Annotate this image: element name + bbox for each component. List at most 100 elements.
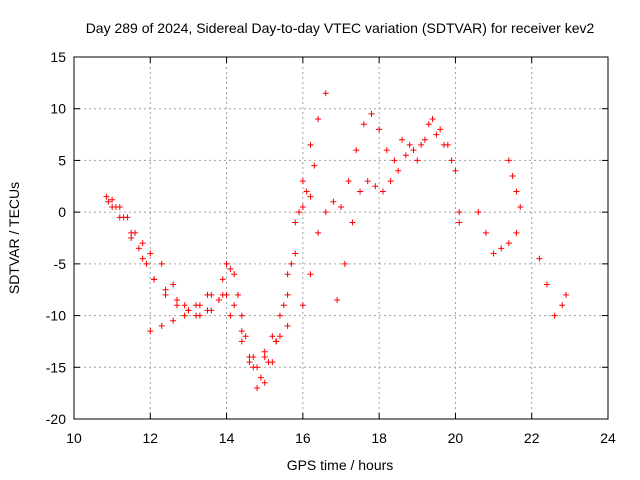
data-point <box>475 209 482 216</box>
data-point <box>338 203 344 210</box>
x-tick-label: 24 <box>600 430 616 446</box>
data-point <box>505 240 512 247</box>
data-point <box>559 302 566 309</box>
data-point <box>276 312 283 319</box>
data-point <box>299 203 306 210</box>
data-point <box>399 136 406 143</box>
data-point <box>238 328 245 335</box>
data-point <box>421 136 428 143</box>
chart-title: Day 289 of 2024, Sidereal Day-to-day VTE… <box>86 20 595 36</box>
data-point <box>414 157 421 164</box>
data-point <box>292 250 299 257</box>
data-point <box>238 312 245 319</box>
x-tick-label: 22 <box>524 430 540 446</box>
data-point <box>490 250 497 257</box>
x-tick-label: 10 <box>66 430 82 446</box>
data-point <box>238 338 245 345</box>
data-point <box>517 203 524 210</box>
y-tick-label: -5 <box>54 256 67 272</box>
data-point <box>250 353 257 360</box>
data-point <box>452 167 459 174</box>
data-point <box>303 188 310 195</box>
data-point <box>543 281 550 288</box>
data-point <box>170 281 177 288</box>
data-point <box>563 291 570 298</box>
data-point <box>360 121 367 128</box>
data-point <box>204 291 211 298</box>
data-point <box>307 193 314 200</box>
data-point <box>456 219 463 226</box>
data-point <box>196 312 203 319</box>
data-point <box>143 260 150 267</box>
data-point <box>406 141 413 148</box>
data-point <box>151 276 158 283</box>
data-point <box>181 312 188 319</box>
data-point <box>219 291 226 298</box>
data-point <box>334 297 341 304</box>
data-point <box>296 209 303 216</box>
data-point <box>349 219 356 226</box>
data-point <box>105 198 112 205</box>
data-point <box>322 90 329 97</box>
data-point <box>299 302 306 309</box>
data-point <box>269 333 276 340</box>
data-point <box>193 302 200 309</box>
data-point <box>158 322 165 329</box>
data-point <box>235 291 242 298</box>
x-tick-label: 12 <box>142 430 158 446</box>
data-point <box>410 147 417 154</box>
data-point <box>116 214 123 221</box>
y-tick-label: 15 <box>50 49 66 65</box>
data-point <box>437 126 444 133</box>
data-point <box>128 229 135 236</box>
data-point <box>372 183 379 190</box>
data-point <box>147 250 154 257</box>
data-point <box>208 307 215 314</box>
data-point <box>227 312 234 319</box>
y-tick-label: -15 <box>46 359 66 375</box>
data-point <box>395 167 402 174</box>
y-axis-label: SDTVAR / TECUs <box>6 182 22 294</box>
data-point <box>162 286 169 293</box>
data-point <box>284 322 291 329</box>
data-point <box>173 297 180 304</box>
data-point <box>135 245 142 252</box>
data-point <box>246 359 253 366</box>
data-point <box>376 126 383 133</box>
grid-lines <box>74 57 608 419</box>
y-tick-label: -10 <box>46 308 66 324</box>
y-tick-label: 0 <box>58 204 66 220</box>
data-point <box>261 348 268 355</box>
data-point <box>162 291 169 298</box>
data-point <box>181 302 188 309</box>
x-tick-label: 14 <box>219 430 235 446</box>
data-point <box>429 116 436 123</box>
data-point <box>158 260 165 267</box>
data-point <box>433 131 440 138</box>
data-point <box>307 271 314 278</box>
data-point <box>257 374 264 381</box>
data-point <box>173 302 180 309</box>
data-point <box>498 245 505 252</box>
data-point <box>269 359 276 366</box>
x-axis-label: GPS time / hours <box>287 457 394 473</box>
data-point <box>227 266 234 273</box>
data-point <box>185 307 192 314</box>
data-point <box>551 312 558 319</box>
data-point <box>219 276 226 283</box>
data-point <box>536 255 543 262</box>
data-point <box>273 338 280 345</box>
data-point <box>322 209 329 216</box>
data-point <box>425 121 432 128</box>
plot-frame <box>73 56 609 420</box>
x-tick-label: 20 <box>448 430 464 446</box>
data-point <box>288 260 295 267</box>
data-point <box>364 178 371 185</box>
data-point <box>418 141 425 148</box>
data-point <box>276 333 283 340</box>
data-point <box>261 353 268 360</box>
data-point <box>250 364 257 371</box>
data-point <box>307 141 314 148</box>
